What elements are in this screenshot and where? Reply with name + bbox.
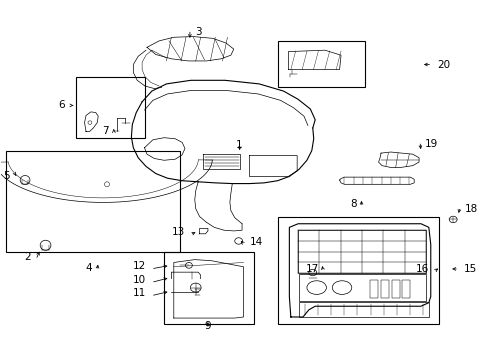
- Bar: [402, 280, 409, 298]
- Text: 6: 6: [58, 100, 65, 111]
- Text: 10: 10: [133, 275, 146, 285]
- Text: 1: 1: [236, 140, 243, 150]
- Bar: [5, 150, 180, 252]
- Text: 14: 14: [249, 237, 262, 247]
- Text: 9: 9: [204, 321, 211, 331]
- Text: 13: 13: [171, 227, 184, 237]
- Bar: [369, 280, 377, 298]
- Text: 2: 2: [24, 252, 31, 262]
- Text: 15: 15: [463, 264, 476, 274]
- Text: 3: 3: [194, 27, 201, 37]
- Bar: [277, 217, 438, 324]
- Bar: [299, 274, 425, 301]
- Text: 4: 4: [85, 263, 92, 273]
- Bar: [76, 77, 144, 138]
- Bar: [391, 280, 399, 298]
- Text: 5: 5: [3, 171, 9, 181]
- Text: 17: 17: [305, 264, 318, 274]
- Text: 19: 19: [424, 139, 437, 149]
- Bar: [380, 280, 388, 298]
- Text: 16: 16: [415, 264, 428, 274]
- Text: 18: 18: [464, 204, 477, 215]
- Text: 7: 7: [102, 126, 109, 135]
- Text: 8: 8: [349, 199, 356, 210]
- Bar: [277, 41, 365, 87]
- Bar: [299, 302, 428, 317]
- Bar: [163, 252, 254, 324]
- Bar: [298, 230, 425, 273]
- Text: 20: 20: [436, 59, 449, 69]
- Text: 12: 12: [132, 261, 146, 271]
- Text: 11: 11: [132, 288, 146, 298]
